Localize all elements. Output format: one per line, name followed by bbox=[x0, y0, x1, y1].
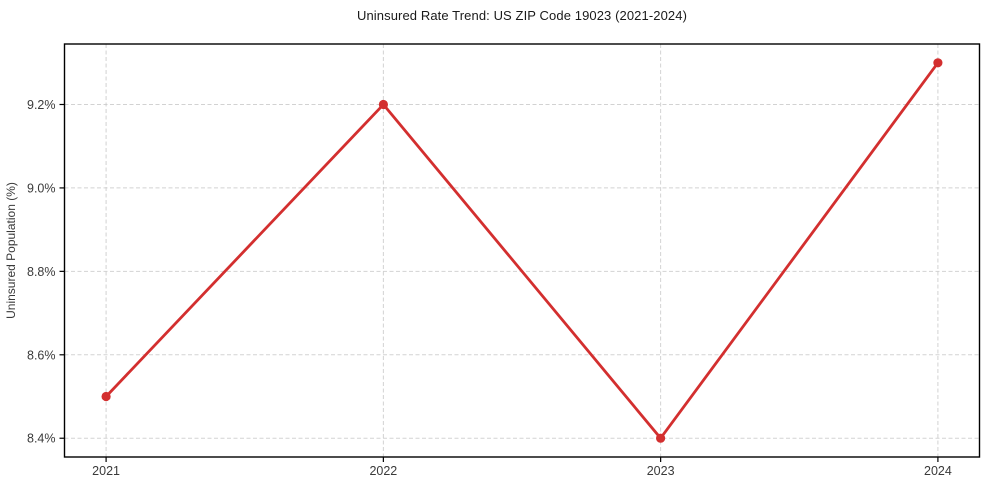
data-point-marker bbox=[101, 391, 111, 402]
y-tick-label: 8.8% bbox=[27, 265, 56, 279]
y-tick-label: 9.0% bbox=[27, 181, 56, 195]
data-point-marker bbox=[933, 58, 943, 68]
y-tick-label: 8.6% bbox=[27, 348, 56, 362]
y-tick-label: 8.4% bbox=[27, 432, 56, 446]
y-tick-label: 9.2% bbox=[27, 98, 56, 112]
trend-line bbox=[104, 61, 940, 440]
data-point-marker bbox=[656, 433, 666, 443]
x-tick-label: 2023 bbox=[647, 464, 675, 478]
y-axis-label: Uninsured Population (%) bbox=[4, 182, 18, 319]
x-tick-label: 2021 bbox=[92, 464, 120, 478]
x-tick-label: 2022 bbox=[369, 464, 397, 478]
data-point-marker bbox=[378, 99, 388, 110]
plot-frame bbox=[63, 43, 981, 458]
x-tick-label: 2024 bbox=[924, 464, 952, 478]
chart-title: Uninsured Rate Trend: US ZIP Code 19023 … bbox=[356, 8, 688, 23]
